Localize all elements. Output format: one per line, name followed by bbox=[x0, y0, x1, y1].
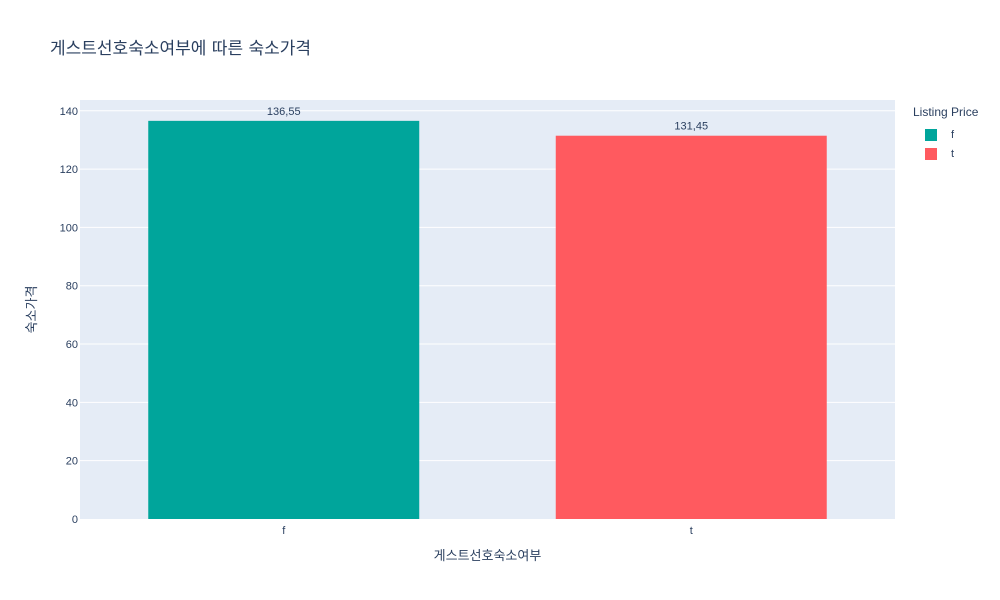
bars bbox=[148, 120, 827, 519]
legend-label: f bbox=[951, 128, 955, 141]
legend-swatch bbox=[925, 128, 937, 141]
bar-t[interactable] bbox=[555, 135, 827, 519]
data-label-f: 136,55 bbox=[267, 106, 301, 118]
x-axis-title: 게스트선호숙소여부 bbox=[434, 549, 542, 564]
x-tick-label-f: f bbox=[282, 525, 286, 537]
y-tick-label: 0 bbox=[72, 514, 78, 526]
bar-f[interactable] bbox=[148, 120, 420, 519]
y-tick-label: 60 bbox=[66, 339, 78, 351]
legend: Listing Price f t bbox=[913, 105, 978, 163]
data-label-t: 131,45 bbox=[674, 121, 708, 133]
chart-title: 게스트선호숙소여부에 따른 숙소가격 bbox=[50, 39, 312, 59]
y-axis-ticks: 0 20 40 60 80 100 120 140 bbox=[60, 106, 78, 526]
y-tick-label: 40 bbox=[66, 397, 78, 409]
y-tick-label: 80 bbox=[66, 281, 78, 293]
legend-item-f[interactable]: f bbox=[913, 125, 978, 144]
legend-swatch bbox=[925, 147, 937, 160]
legend-label: t bbox=[951, 147, 955, 160]
y-tick-label: 20 bbox=[66, 456, 78, 468]
data-labels: 136,55 131,45 bbox=[267, 106, 708, 133]
y-tick-label: 100 bbox=[60, 222, 78, 234]
legend-title: Listing Price bbox=[913, 105, 979, 119]
y-tick-label: 140 bbox=[60, 106, 78, 118]
y-axis-title: 숙소가격 bbox=[25, 286, 40, 334]
x-tick-label-t: t bbox=[690, 525, 693, 537]
y-tick-label: 120 bbox=[60, 164, 78, 176]
legend-item-t[interactable]: t bbox=[913, 144, 978, 163]
